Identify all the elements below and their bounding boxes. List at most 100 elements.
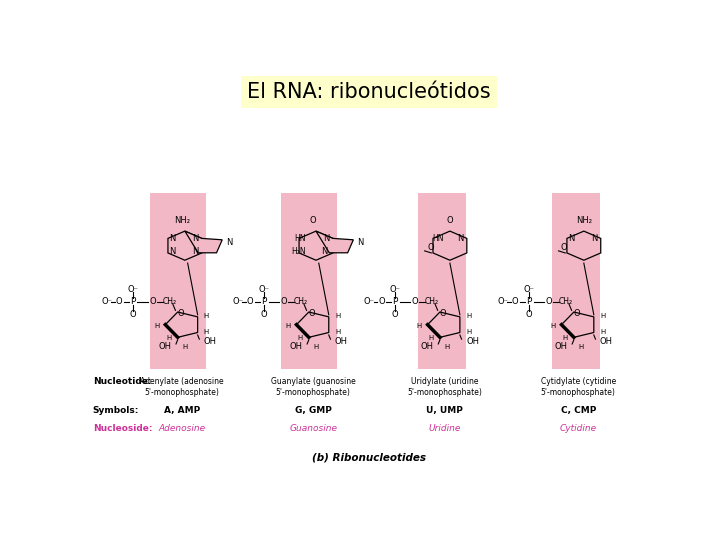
- Text: 5'-monophosphate): 5'-monophosphate): [145, 388, 220, 397]
- Text: O⁻: O⁻: [102, 297, 112, 306]
- Text: P: P: [130, 297, 135, 306]
- Text: H: H: [416, 322, 421, 328]
- Polygon shape: [185, 231, 222, 253]
- Text: O: O: [412, 297, 418, 306]
- Text: Uridylate (uridine: Uridylate (uridine: [410, 377, 478, 386]
- Text: 5'-monophosphate): 5'-monophosphate): [276, 388, 351, 397]
- Text: CH₂: CH₂: [293, 297, 307, 306]
- Polygon shape: [168, 231, 202, 260]
- Text: H: H: [444, 344, 450, 350]
- Text: 5'-monophosphate): 5'-monophosphate): [407, 388, 482, 397]
- Text: H₂N: H₂N: [291, 247, 305, 256]
- Text: O⁻: O⁻: [127, 285, 138, 294]
- Text: O: O: [526, 309, 533, 319]
- Text: O: O: [392, 309, 399, 319]
- Polygon shape: [166, 312, 197, 338]
- Text: N: N: [323, 234, 329, 242]
- Text: H: H: [466, 329, 472, 335]
- Text: H: H: [466, 313, 472, 319]
- Polygon shape: [297, 312, 329, 338]
- Text: O⁻: O⁻: [498, 297, 508, 306]
- Text: (b) Ribonucleotides: (b) Ribonucleotides: [312, 453, 426, 463]
- Text: O: O: [378, 297, 384, 306]
- Text: H: H: [154, 322, 159, 328]
- Text: H: H: [562, 335, 567, 341]
- Text: O: O: [247, 297, 253, 306]
- Text: N: N: [590, 234, 597, 242]
- Text: H: H: [204, 313, 209, 319]
- Text: H: H: [166, 335, 171, 341]
- Text: OH: OH: [335, 337, 348, 346]
- Text: O: O: [149, 297, 156, 306]
- Text: OH: OH: [204, 337, 217, 346]
- Text: O: O: [512, 297, 518, 306]
- Text: CH₂: CH₂: [425, 297, 438, 306]
- Text: H: H: [600, 313, 606, 319]
- FancyBboxPatch shape: [418, 193, 466, 369]
- Text: OH: OH: [420, 342, 433, 351]
- Text: O: O: [280, 297, 287, 306]
- Text: OH: OH: [554, 342, 567, 351]
- Text: NH₂: NH₂: [174, 216, 190, 225]
- Text: O: O: [130, 309, 136, 319]
- Text: O: O: [116, 297, 122, 306]
- Polygon shape: [428, 312, 460, 338]
- Text: H: H: [285, 322, 290, 328]
- Text: CH₂: CH₂: [559, 297, 572, 306]
- Polygon shape: [562, 312, 594, 338]
- Text: Nucleoside:: Nucleoside:: [93, 424, 153, 434]
- Text: O: O: [440, 309, 446, 318]
- Polygon shape: [316, 231, 354, 253]
- Text: 5'-monophosphate): 5'-monophosphate): [541, 388, 616, 397]
- Text: U, UMP: U, UMP: [426, 406, 463, 415]
- Text: O⁻: O⁻: [390, 285, 401, 294]
- Text: Guanylate (guanosine: Guanylate (guanosine: [271, 377, 356, 386]
- Text: P: P: [526, 297, 532, 306]
- Text: O: O: [427, 243, 433, 252]
- Text: H: H: [335, 329, 340, 335]
- Text: N: N: [192, 247, 198, 256]
- Polygon shape: [299, 231, 333, 260]
- Text: OH: OH: [289, 342, 302, 351]
- FancyBboxPatch shape: [552, 193, 600, 369]
- Text: HN: HN: [294, 234, 306, 242]
- Text: H: H: [204, 329, 209, 335]
- Text: A, AMP: A, AMP: [164, 406, 200, 415]
- Text: O: O: [574, 309, 580, 318]
- Text: H: H: [297, 335, 302, 341]
- Text: C, CMP: C, CMP: [561, 406, 596, 415]
- Text: O: O: [178, 309, 184, 318]
- Text: N: N: [568, 234, 575, 242]
- Text: N: N: [226, 238, 233, 247]
- Text: Symbols:: Symbols:: [93, 406, 139, 415]
- FancyBboxPatch shape: [282, 193, 337, 369]
- Text: Cytidine: Cytidine: [559, 424, 597, 434]
- Text: O: O: [561, 243, 567, 252]
- Text: O: O: [546, 297, 552, 306]
- Text: H: H: [335, 313, 340, 319]
- Text: OH: OH: [466, 337, 479, 346]
- Polygon shape: [433, 231, 467, 260]
- Text: H: H: [428, 335, 433, 341]
- Text: H: H: [600, 329, 606, 335]
- Text: N: N: [321, 247, 328, 256]
- Text: N: N: [357, 238, 364, 247]
- Text: HN: HN: [432, 234, 444, 242]
- Text: Guanosine: Guanosine: [289, 424, 337, 434]
- Text: O: O: [310, 216, 317, 225]
- Text: H: H: [550, 322, 555, 328]
- Text: Nucleotide:: Nucleotide:: [93, 377, 151, 386]
- Text: N: N: [169, 247, 176, 256]
- Text: G, GMP: G, GMP: [294, 406, 332, 415]
- Text: N: N: [456, 234, 463, 242]
- Text: P: P: [392, 297, 398, 306]
- Text: P: P: [261, 297, 267, 306]
- Text: H: H: [313, 344, 319, 350]
- Text: N: N: [192, 234, 198, 242]
- Polygon shape: [567, 231, 600, 260]
- Text: O⁻: O⁻: [258, 285, 270, 294]
- Text: H: H: [578, 344, 584, 350]
- Text: O⁻: O⁻: [523, 285, 535, 294]
- Text: CH₂: CH₂: [162, 297, 176, 306]
- Text: NH₂: NH₂: [576, 216, 592, 225]
